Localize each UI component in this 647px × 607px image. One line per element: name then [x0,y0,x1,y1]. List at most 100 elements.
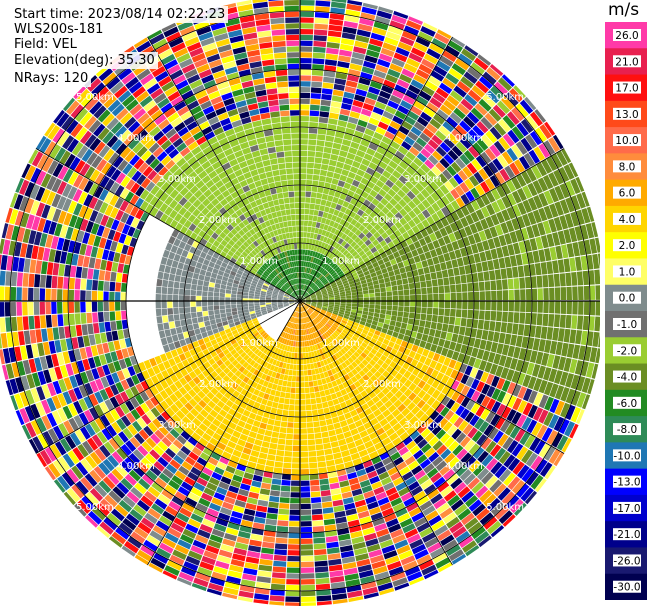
velocity-gate [196,290,202,296]
velocity-gate [250,425,259,433]
velocity-gate [262,311,268,316]
velocity-gate [0,270,6,286]
velocity-gate [324,282,330,287]
velocity-gate [191,432,202,442]
velocity-gate [350,428,359,436]
velocity-gate [467,521,483,535]
velocity-gate [357,83,369,92]
velocity-gate [377,274,384,280]
velocity-gate [400,491,413,502]
velocity-gate [394,539,409,550]
velocity-gate [274,549,287,556]
velocity-gate [358,569,374,579]
velocity-gate [314,325,319,331]
velocity-gate [445,332,453,341]
velocity-gate [71,337,79,350]
velocity-gate [300,226,304,232]
velocity-gate [256,313,263,318]
velocity-gate [410,234,419,243]
velocity-gate [563,328,571,343]
velocity-gate [582,394,591,410]
velocity-gate [548,414,560,429]
velocity-gate [539,462,553,477]
velocity-gate [359,516,372,525]
velocity-gate [284,295,290,298]
velocity-gate [148,562,164,573]
velocity-gate [520,289,526,301]
velocity-gate [190,260,197,267]
velocity-gate [202,369,210,378]
velocity-gate [26,374,36,389]
velocity-gate [215,413,225,423]
velocity-gate [318,181,325,188]
velocity-gate [360,352,368,359]
velocity-gate [257,428,266,435]
velocity-gate [493,353,502,365]
velocity-gate [54,340,62,353]
velocity-gate [214,287,220,293]
velocity-gate [237,339,244,345]
velocity-gate [468,499,482,512]
velocity-gate [95,378,104,391]
velocity-gate [407,364,415,373]
velocity-gate [94,448,107,462]
velocity-gate [363,490,375,499]
velocity-gate [267,310,273,314]
velocity-gate [446,473,459,485]
velocity-gate [346,122,357,130]
velocity-gate [178,295,185,301]
velocity-gate [502,290,509,301]
velocity-gate [439,227,448,237]
velocity-gate [312,215,318,222]
velocity-gate [329,13,345,21]
velocity-gate [497,487,511,501]
velocity-gate [580,255,588,271]
velocity-gate [371,456,382,465]
velocity-gate [157,362,166,372]
velocity-gate [152,418,163,429]
velocity-gate [212,432,222,442]
velocity-gate [334,236,341,243]
velocity-gate [180,445,191,456]
velocity-gate [470,378,480,390]
velocity-gate [386,211,395,220]
velocity-gate [437,562,453,573]
velocity-gate [300,550,314,556]
velocity-gate [78,412,89,426]
velocity-gate [352,414,361,423]
velocity-gate [121,282,127,292]
velocity-gate [335,216,342,224]
velocity-gate [431,134,443,146]
velocity-gate [115,381,125,393]
velocity-gate [320,268,326,274]
velocity-gate [321,290,327,294]
velocity-gate [448,359,457,369]
velocity-gate [5,271,12,286]
velocity-gate [403,213,412,223]
velocity-gate [431,399,441,410]
velocity-gate [316,361,322,368]
velocity-gate [459,363,468,374]
velocity-gate [340,38,355,46]
velocity-gate [292,451,300,457]
velocity-gate [62,391,73,405]
velocity-gate [304,311,307,317]
velocity-gate [467,427,478,439]
velocity-gate [443,357,452,367]
velocity-gate [386,305,393,311]
velocity-gate [217,512,231,522]
velocity-gate [206,508,219,517]
velocity-gate [287,321,291,327]
velocity-gate [398,160,409,170]
velocity-gate [366,181,376,189]
velocity-gate [490,248,498,260]
velocity-gate [384,277,391,283]
velocity-gate [456,301,462,309]
velocity-gate [194,403,203,413]
velocity-gate [512,397,522,411]
velocity-gate [379,313,386,319]
velocity-gate [66,468,80,484]
velocity-gate [110,384,120,396]
velocity-gate [262,361,269,368]
velocity-gate [532,209,542,224]
